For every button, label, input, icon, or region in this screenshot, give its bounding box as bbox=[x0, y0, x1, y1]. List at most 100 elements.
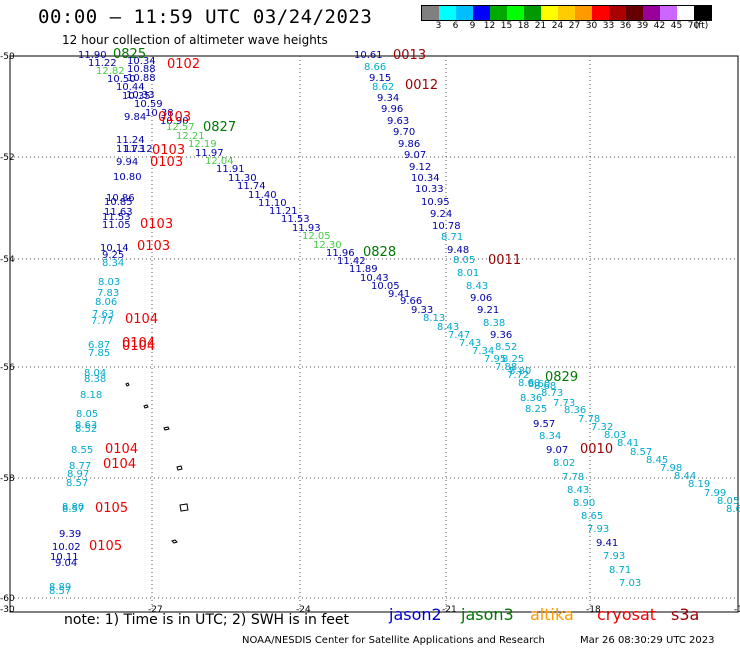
wave-height-value: 11.22 bbox=[88, 58, 117, 69]
pass-time-label: 0105 bbox=[95, 501, 128, 516]
wave-height-value: 7.83 bbox=[97, 288, 119, 299]
wave-height-value: 9.07 bbox=[546, 445, 568, 456]
wave-height-value: 7.03 bbox=[619, 578, 641, 589]
legend-label: 39 bbox=[636, 21, 649, 31]
wave-height-value: 8.05 bbox=[453, 255, 475, 266]
wave-height-value: 10.35 bbox=[122, 91, 151, 102]
wave-height-value: 7.99 bbox=[704, 488, 726, 499]
credit-footer: NOAA/NESDIS Center for Satellite Applica… bbox=[242, 635, 545, 646]
pass-time-label: 0104 bbox=[122, 336, 155, 351]
pass-time-label: 0103 bbox=[152, 143, 185, 158]
wave-height-value: 8.80 bbox=[62, 502, 84, 513]
wave-height-value: 10.90 bbox=[160, 116, 189, 127]
wave-height-value: 7.72 bbox=[507, 370, 529, 381]
wave-height-value: 8.34 bbox=[539, 431, 561, 442]
wave-height-value: 9.96 bbox=[381, 104, 403, 115]
chart-title: 00:00 — 11:59 UTC 03/24/2023 bbox=[38, 6, 373, 28]
generated-date: Mar 26 08:30:29 UTC 2023 bbox=[580, 635, 715, 646]
wave-height-value: 8.57 bbox=[66, 478, 88, 489]
pass-time-label: 0104 bbox=[103, 457, 136, 472]
pass-time-label: 0104 bbox=[122, 339, 155, 354]
legend-label: 70 bbox=[687, 21, 700, 31]
wave-height-value: 10.88 bbox=[127, 73, 156, 84]
legend-swatch bbox=[524, 6, 541, 20]
wave-height-value: 11.90 bbox=[78, 50, 107, 61]
satellite-name: altika bbox=[530, 605, 574, 624]
wave-height-value: 9.70 bbox=[393, 127, 415, 138]
wave-height-value: 10.34 bbox=[411, 173, 440, 184]
wave-height-value: 9.12 bbox=[409, 162, 431, 173]
wave-height-value: 11.74 bbox=[237, 181, 266, 192]
wave-height-value: 8.38 bbox=[84, 374, 106, 385]
wave-height-value: 8.77 bbox=[69, 461, 91, 472]
wave-height-value: 11.42 bbox=[337, 256, 366, 267]
wave-height-value: 8.60 bbox=[528, 379, 550, 390]
legend-label: 12 bbox=[483, 21, 496, 31]
wave-height-value: 9.41 bbox=[388, 289, 410, 300]
wave-height-value: 8.52 bbox=[75, 424, 97, 435]
wave-height-value: 8.68 bbox=[534, 381, 556, 392]
wave-height-value: 10.86 bbox=[106, 193, 135, 204]
wave-height-value: 9.66 bbox=[400, 296, 422, 307]
wave-height-value: 10.61 bbox=[354, 50, 383, 61]
island-shape bbox=[179, 503, 189, 512]
wave-height-value: 11.40 bbox=[248, 190, 277, 201]
wave-height-value: 11.12 bbox=[124, 144, 153, 155]
wave-height-value: 9.39 bbox=[59, 529, 81, 540]
pass-time-label: 0011 bbox=[488, 253, 521, 268]
satellite-name: jason3 bbox=[461, 605, 514, 624]
wave-height-value: 12.19 bbox=[188, 139, 217, 150]
pass-time-label: 0828 bbox=[363, 245, 396, 260]
wave-height-value: 7.98 bbox=[660, 463, 682, 474]
wave-height-value: 8.19 bbox=[688, 479, 710, 490]
wave-height-value: 9.21 bbox=[477, 305, 499, 316]
legend-swatch bbox=[541, 6, 558, 20]
wave-height-value: 10.80 bbox=[113, 172, 142, 183]
wave-height-value: 8.38 bbox=[483, 318, 505, 329]
wave-height-value: 11.93 bbox=[292, 223, 321, 234]
wave-height-value: 12.05 bbox=[302, 231, 331, 242]
wave-height-value: 10.78 bbox=[432, 221, 461, 232]
wave-height-value: 9.63 bbox=[387, 116, 409, 127]
legend-swatch bbox=[422, 6, 439, 20]
wave-height-value: 9.48 bbox=[447, 245, 469, 256]
wave-height-value: 10.02 bbox=[52, 542, 81, 553]
wave-height-value: 8.18 bbox=[80, 390, 102, 401]
wave-height-value: 8.90 bbox=[573, 498, 595, 509]
legend-label: 33 bbox=[602, 21, 615, 31]
x-tick-label: -15 bbox=[734, 605, 740, 615]
wave-height-value: 9.36 bbox=[490, 330, 512, 341]
wave-height-value: 9.94 bbox=[116, 157, 138, 168]
legend-swatch bbox=[626, 6, 643, 20]
wave-height-value: 8.43 bbox=[567, 485, 589, 496]
legend-label: 6 bbox=[452, 21, 459, 31]
wave-height-value: 10.14 bbox=[100, 243, 129, 254]
wave-height-value: 10.33 bbox=[126, 90, 155, 101]
wave-height-value: 8.57 bbox=[49, 586, 71, 597]
legend-label: 30 bbox=[585, 21, 598, 31]
pass-time-label: 0104 bbox=[125, 312, 158, 327]
legend-swatch bbox=[609, 6, 626, 20]
wave-height-value: 7.73 bbox=[553, 398, 575, 409]
y-tick-label: -56 bbox=[0, 363, 15, 373]
legend-label: (ft) bbox=[694, 21, 709, 31]
footnote: note: 1) Time is in UTC; 2) SWH is in fe… bbox=[64, 612, 350, 628]
wave-height-value: 9.15 bbox=[369, 73, 391, 84]
wave-height-value: 8.02 bbox=[553, 458, 575, 469]
wave-height-value: 10.88 bbox=[127, 64, 156, 75]
wave-height-value: 11.89 bbox=[349, 264, 378, 275]
plot-frame bbox=[9, 55, 739, 613]
legend-label: 15 bbox=[500, 21, 513, 31]
wave-height-value: 12.04 bbox=[205, 156, 234, 167]
island-shape bbox=[143, 404, 149, 409]
pass-time-label: 0012 bbox=[405, 78, 438, 93]
wave-height-value: 8.44 bbox=[674, 471, 696, 482]
legend-swatch bbox=[677, 6, 694, 20]
legend-swatch bbox=[490, 6, 507, 20]
wave-height-value: 8.65 bbox=[581, 511, 603, 522]
wave-height-value: 8.57 bbox=[630, 447, 652, 458]
legend-label: 36 bbox=[619, 21, 632, 31]
wave-height-value: 8.68 bbox=[726, 504, 740, 515]
x-tick-label: -27 bbox=[148, 605, 163, 615]
